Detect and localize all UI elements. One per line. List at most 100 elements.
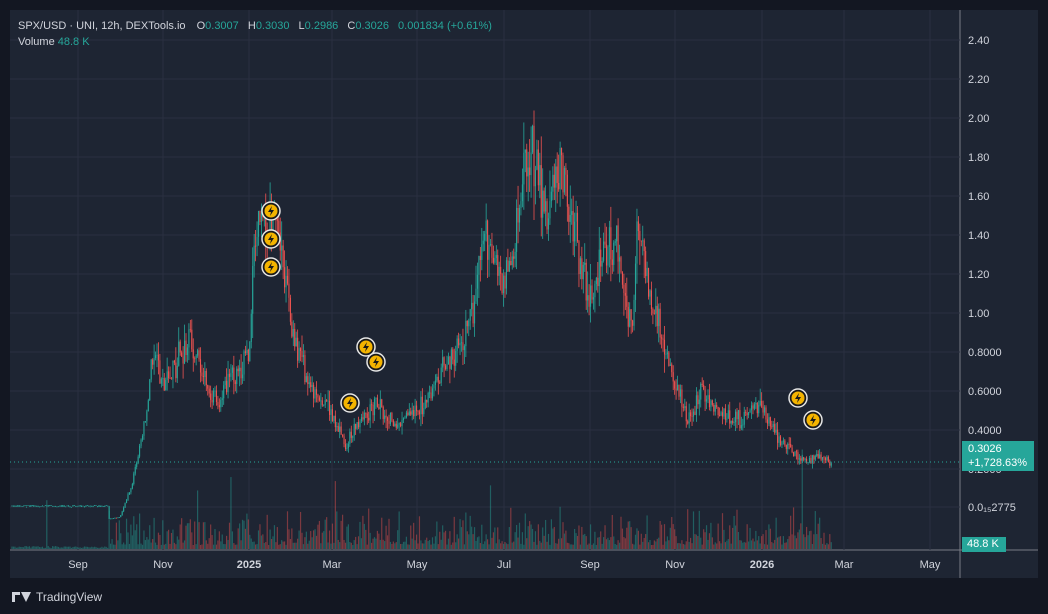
candle-body <box>698 399 700 405</box>
volume-bar <box>315 535 318 549</box>
volume-bar <box>144 540 146 549</box>
volume-bar <box>540 542 542 549</box>
lightning-icon[interactable] <box>356 337 376 357</box>
lightning-icon[interactable] <box>788 388 808 408</box>
price-chart[interactable]: 2.40 2.20 2.00 1.80 1.60 1.40 1.20 1.00 0.8000 0.… <box>10 10 1038 578</box>
candle-body <box>223 385 225 399</box>
volume-bar <box>736 509 738 549</box>
time-tick-label: Jul <box>497 559 511 571</box>
volume-bar <box>452 542 454 549</box>
candle-body <box>758 405 760 414</box>
volume-bar <box>214 529 216 549</box>
candle-body <box>423 408 425 415</box>
volume-bar <box>105 546 107 549</box>
candle-body <box>745 412 747 413</box>
lightning-icon[interactable] <box>340 393 360 413</box>
candle-body <box>44 505 46 506</box>
volume-bar <box>752 538 754 549</box>
volume-bar <box>695 534 697 549</box>
lightning-icon[interactable] <box>366 352 386 372</box>
candle-body <box>439 382 441 384</box>
volume-key[interactable]: Volume <box>18 36 55 48</box>
brand-label[interactable]: TradingView <box>36 590 103 604</box>
volume-bar <box>295 542 297 549</box>
volume-bar <box>373 537 376 549</box>
candle-body <box>147 400 149 412</box>
candle-body <box>72 505 74 506</box>
candle-body <box>372 404 374 416</box>
volume-bar <box>304 537 306 549</box>
volume-bar <box>462 520 464 549</box>
candle-body <box>155 355 157 359</box>
candle-body <box>572 211 574 242</box>
lightning-icon[interactable] <box>261 201 281 221</box>
candle-body <box>823 457 825 459</box>
candle-body <box>452 349 454 360</box>
candle-body <box>91 506 93 507</box>
candle-body <box>587 295 589 301</box>
volume-bar <box>24 546 26 549</box>
candle-body <box>208 388 210 394</box>
candle-body <box>717 407 719 416</box>
candle-body <box>359 421 361 428</box>
volume-bar <box>156 544 158 549</box>
volume-bar <box>289 538 291 549</box>
chart-panel[interactable]: 2.40 2.20 2.00 1.80 1.60 1.40 1.20 1.00 0.8000 0.… <box>10 10 1038 578</box>
candle-body <box>195 355 197 359</box>
candle-body <box>663 339 666 355</box>
candle-body <box>616 225 618 242</box>
volume-bar <box>273 525 276 549</box>
candle-body <box>121 511 123 516</box>
time-tick-label: May <box>920 559 941 571</box>
last-price-tag: 0.3026 +1,728.63% <box>962 441 1034 471</box>
volume-bar <box>410 525 412 549</box>
tradingview-logo-icon[interactable] <box>12 591 32 603</box>
volume-bar <box>459 519 461 549</box>
volume-bar <box>450 544 452 549</box>
candle-body <box>500 266 502 274</box>
candle-body <box>79 505 81 507</box>
volume-bar <box>685 541 687 549</box>
volume-bar <box>140 543 142 549</box>
candle-body <box>434 380 436 385</box>
candle-body <box>24 505 26 506</box>
candle-body <box>721 412 724 417</box>
candle-body <box>405 412 407 418</box>
candle-body <box>556 166 558 183</box>
candle-body <box>658 308 660 327</box>
volume-bar <box>294 542 296 549</box>
volume-bar <box>585 536 587 549</box>
volume-bar <box>756 540 758 549</box>
candle-body <box>221 398 223 400</box>
candle-body <box>800 458 802 461</box>
candle-body <box>704 389 706 402</box>
candle-body <box>331 409 333 421</box>
volume-bar <box>320 543 322 549</box>
volume-bar <box>12 546 15 549</box>
candle-body <box>81 505 83 507</box>
candle-body <box>128 492 130 495</box>
candle-body <box>189 329 191 331</box>
volume-bar <box>128 543 131 549</box>
candle-body <box>829 462 831 466</box>
candle-body <box>259 210 261 222</box>
volume-bar <box>649 539 651 549</box>
volume-bar <box>67 546 70 549</box>
volume-bar <box>286 511 289 549</box>
candle-body <box>304 355 306 383</box>
volume-bar <box>656 538 658 549</box>
symbol-label[interactable]: SPX/USD · UNI, 12h, DEXTools.io <box>18 20 186 32</box>
candle-body <box>719 415 721 416</box>
volume-bar <box>779 536 782 549</box>
lightning-icon[interactable] <box>261 229 281 249</box>
volume-bar <box>603 537 605 549</box>
candle-body <box>639 230 641 241</box>
volume-bar <box>687 509 689 549</box>
lightning-icon[interactable] <box>803 410 823 430</box>
volume-bar <box>33 546 35 549</box>
last-price-value: 0.3026 <box>968 443 1002 455</box>
volume-bar <box>201 544 203 549</box>
candle-body <box>469 309 471 321</box>
lightning-icon[interactable] <box>261 257 281 277</box>
volume-bar <box>246 513 248 549</box>
